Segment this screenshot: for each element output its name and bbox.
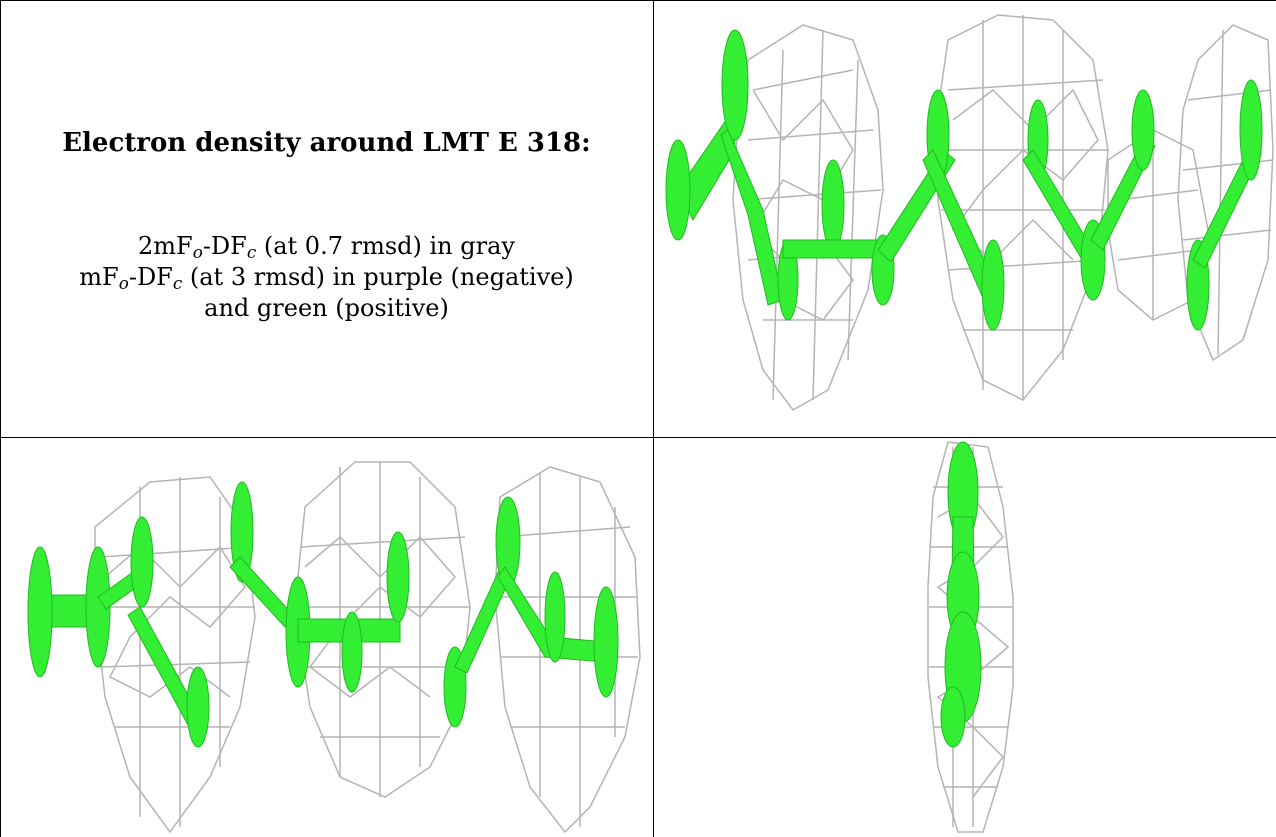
caption-title: Electron density around LMT E 318:	[62, 128, 591, 158]
gray-mesh-2fofc-view2	[94, 461, 641, 834]
caption-line1-mid: -DF	[202, 232, 247, 260]
border-left	[0, 0, 1, 837]
caption-line1-pre: 2mF	[138, 232, 193, 260]
caption-cell: Electron density around LMT E 318: 2mFo-…	[0, 0, 653, 437]
caption-line1-sub-o: o	[192, 242, 203, 262]
caption-line2-pre: mF	[79, 263, 119, 291]
caption-line2-sub-o: o	[118, 273, 129, 293]
border-top	[0, 0, 1276, 1]
density-view-1-image	[665, 14, 1274, 411]
gray-mesh-2fofc	[732, 14, 1274, 411]
divider-horizontal	[0, 437, 1276, 438]
green-density-positive-view2	[27, 481, 619, 748]
divider-vertical	[653, 0, 654, 837]
density-view-2	[0, 437, 653, 837]
green-density-positive	[665, 29, 1263, 331]
density-view-2-image	[27, 461, 641, 834]
caption-line1-sub-c: c	[246, 242, 257, 262]
caption-line2-post: (at 3 rmsd) in purple (negative)	[182, 263, 574, 291]
caption-line1-post: (at 0.7 rmsd) in gray	[256, 232, 515, 260]
density-view-3	[653, 437, 1276, 837]
density-view-1	[653, 0, 1276, 437]
caption-line-2fofc: 2mFo-DFc (at 0.7 rmsd) in gray	[0, 232, 653, 260]
green-density-positive-view3	[940, 441, 982, 748]
caption-line-positive: and green (positive)	[204, 294, 449, 322]
caption-line2-mid: -DF	[128, 263, 173, 291]
caption-line2-sub-c: c	[172, 273, 183, 293]
caption-line-fofc: mFo-DFc (at 3 rmsd) in purple (negative)	[0, 263, 653, 291]
density-view-3-image	[927, 441, 1014, 833]
